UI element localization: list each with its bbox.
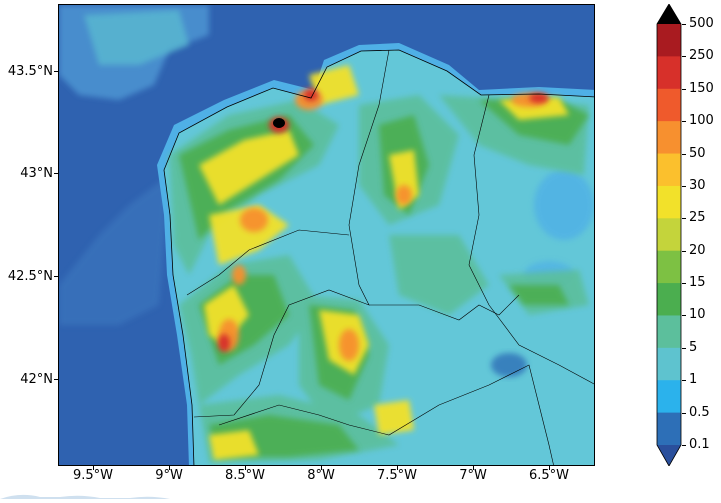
x-tick-label: 9°W [155,468,183,483]
colorbar-outline [656,4,682,466]
colorbar-level-label: 100 [689,113,714,129]
x-tick-label: 7.5°W [376,468,418,483]
x-tickmark [93,466,94,470]
colorbar-tick [682,185,686,187]
colorbar-level-label: 50 [689,145,706,161]
y-tickmark [54,71,58,72]
colorbar-level-label: 500 [689,16,714,31]
colorbar-segment [657,283,681,316]
x-tick-label: 7°W [459,468,487,483]
colorbar-segment [657,250,681,284]
offshore-patch [59,175,169,325]
y-tick-label: 43.5°N [7,64,53,79]
x-tick-label: 6.5°W [528,468,570,483]
precipitation-map [59,5,594,465]
colorbar-tick [682,315,686,317]
inland-patch [491,353,527,377]
colorbar-segment [657,56,681,90]
x-tickmark [169,466,170,470]
colorbar-level-label: 0.1 [689,437,710,452]
colorbar-level-label: 10 [689,307,706,323]
x-tickmark [549,466,550,470]
colorbar-segment [657,380,681,414]
colorbar-extend-top [657,4,681,24]
precip-max-spot [273,118,285,128]
x-tick-label: 8.5°W [224,468,266,483]
colorbar-level-label: 0.5 [689,404,710,420]
colorbar-level-label: 15 [689,275,706,291]
colorbar-tick [682,283,686,285]
map-plot-area [58,4,595,466]
x-tick-label: 8°W [307,468,335,483]
colorbar-tick [682,218,686,220]
colorbar-level-label: 150 [689,80,714,96]
x-tickmark [397,466,398,470]
colorbar-segments [657,24,681,446]
colorbar-tick [682,153,686,155]
colorbar-segment [657,24,681,57]
colorbar-segment [657,412,681,446]
province-border [186,229,350,296]
colorbar-segment [657,153,681,187]
region-border [468,94,594,385]
y-tick-label: 42.5°N [7,269,53,284]
colorbar-segment [657,347,681,381]
colorbar-segment [657,218,681,252]
region-border [438,364,554,465]
colorbar-tick [682,121,686,123]
x-tick-label: 9.5°W [72,468,114,483]
colorbar-tick [682,250,686,252]
colorbar-tick [682,88,686,90]
x-tickmark [321,466,322,470]
colorbar-segment [657,315,681,349]
colorbar-tick [682,412,686,414]
y-tick-label: 42°N [20,372,53,387]
y-tick-label: 43°N [20,166,53,181]
colorbar-level-label: 5 [689,339,698,355]
colorbar-tick [682,347,686,349]
logo-watermark [0,484,170,499]
colorbar-level-label: 250 [689,48,714,64]
colorbar-segment [657,88,681,122]
colorbar [656,4,682,466]
x-tickmark [473,466,474,470]
province-border [193,49,390,418]
colorbar-segment [657,121,681,155]
colorbar-segment [657,185,681,219]
x-tickmark [245,466,246,470]
country-border [218,404,440,436]
colorbar-tick [682,445,686,446]
inland-patch [534,170,594,240]
province-border [369,294,520,321]
y-tickmark [54,276,58,277]
colorbar-tick [682,24,686,25]
colorbar-level-label: 20 [689,242,706,258]
y-tickmark [54,173,58,174]
y-tickmark [54,379,58,380]
colorbar-tick [682,56,686,58]
colorbar-extend-bottom [657,445,681,466]
coastline [163,49,594,465]
colorbar-level-label: 30 [689,177,706,193]
colorbar-tick [682,380,686,382]
offshore-patch [84,10,189,65]
colorbar-level-label: 25 [689,210,706,226]
colorbar-level-label: 1 [689,372,698,388]
